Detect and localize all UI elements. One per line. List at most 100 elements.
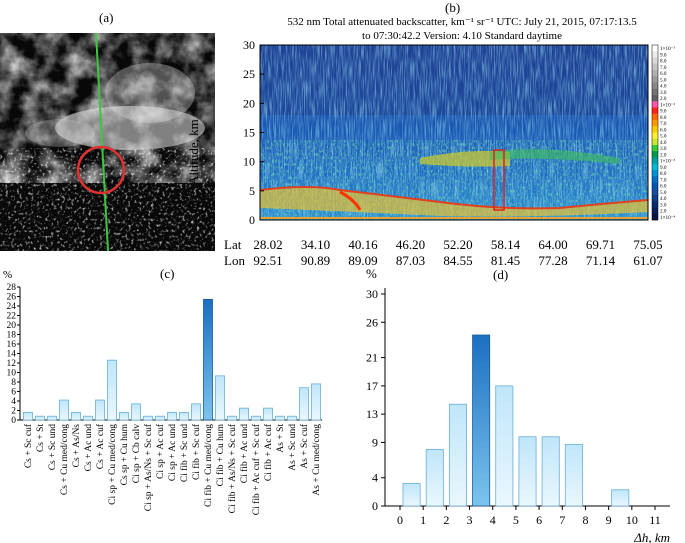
chart-c-y-tick-label: 0 bbox=[11, 416, 16, 426]
chart-c-category-label: Ci fib + Cu hum bbox=[215, 423, 226, 486]
colorbar-swatch bbox=[652, 113, 658, 121]
chart-c-bar bbox=[47, 415, 57, 421]
lon-value: 84.55 bbox=[443, 253, 473, 268]
chart-c-y-tick-label: 22 bbox=[7, 312, 17, 322]
colorbar-swatch bbox=[652, 151, 658, 158]
colorbar-swatch bbox=[652, 195, 658, 202]
chart-c-category-label: Cs + Ac und bbox=[84, 424, 94, 472]
lat-value: 58.14 bbox=[490, 237, 521, 252]
colorbar-swatch bbox=[652, 126, 658, 133]
lat-value: 69.71 bbox=[585, 237, 616, 252]
colorbar-label: 7.0 bbox=[660, 177, 667, 183]
chart-c-category-label: Ci fib + Cu med/cong bbox=[203, 424, 214, 507]
chart-c-y-tick-label: 8 bbox=[11, 378, 16, 388]
chart-c-category-label: Ci sp + Cu med/cong bbox=[108, 424, 118, 505]
chart-c-category-label: Ci sp + As/Ns + Sc cuf bbox=[143, 423, 154, 511]
colorbar-label: 7.0 bbox=[660, 65, 667, 71]
chart-d-y-tick-label: 9 bbox=[372, 435, 378, 449]
lidar-y-tick-label: 30 bbox=[243, 40, 255, 52]
chart-d-panel-label: (d) bbox=[493, 267, 508, 282]
chart-c-y-tick-label: 14 bbox=[7, 350, 17, 360]
chart-d-y-tick-label: 4 bbox=[372, 471, 378, 485]
chart-c-bar bbox=[287, 415, 297, 421]
colorbar-swatch bbox=[652, 107, 658, 115]
lon-value: 89.09 bbox=[348, 253, 378, 268]
chart-d-x-tick-label: 11 bbox=[649, 513, 661, 527]
colorbar-swatch bbox=[652, 70, 658, 77]
colorbar-label: 5.0 bbox=[660, 134, 667, 140]
colorbar-swatch bbox=[652, 207, 658, 215]
chart-c-bar bbox=[179, 411, 189, 421]
chart-c-category-label: As + Sc cuf bbox=[299, 423, 310, 469]
chart-c-y-tick-label: 10 bbox=[7, 369, 17, 379]
colorbar-swatch bbox=[652, 163, 658, 171]
chart-c-bar bbox=[119, 411, 129, 421]
chart-c-panel-label: (c) bbox=[160, 266, 174, 281]
chart-c-bar bbox=[191, 403, 201, 421]
colorbar-swatch bbox=[652, 176, 658, 183]
chart-d-x-tick-label: 8 bbox=[582, 513, 588, 527]
chart-c-y-tick-label: 28 bbox=[7, 283, 17, 293]
chart-c-bar bbox=[167, 411, 177, 421]
chart-d-bar bbox=[611, 489, 630, 507]
colorbar-swatch bbox=[652, 82, 658, 90]
chart-d-x-tick-label: 3 bbox=[467, 513, 473, 527]
lat-value: 40.16 bbox=[348, 237, 378, 252]
colorbar-label: 3.0 bbox=[660, 90, 667, 96]
lat-label: Lat bbox=[224, 237, 242, 252]
chart-c-y-tick-label: 12 bbox=[7, 359, 17, 369]
chart-c-bar bbox=[215, 375, 225, 421]
chart-c-category-label: Ci sp + Ac und bbox=[168, 424, 178, 481]
colorbar-label: 8.0 bbox=[660, 115, 667, 121]
chart-c-bar bbox=[83, 415, 93, 421]
colorbar-swatch bbox=[652, 145, 658, 152]
panel-b-label: (b) bbox=[445, 0, 461, 15]
colorbar-swatch bbox=[652, 51, 658, 58]
colorbar-swatch bbox=[652, 57, 658, 65]
lidar-highlight-box bbox=[493, 149, 505, 211]
chart-d-y-tick-label: 17 bbox=[366, 379, 378, 393]
chart-d-bar bbox=[518, 436, 537, 507]
colorbar-label: 3.0 bbox=[660, 146, 667, 152]
panel-a-label: (a) bbox=[99, 10, 114, 25]
satellite-track-line bbox=[95, 33, 109, 251]
height-difference-histogram: (d)% Δh, km 0 4 9 13 17 21 26 30 0 1 2 3 4 5 6 7 8 9 10 11 bbox=[366, 266, 670, 543]
chart-c-bar bbox=[59, 399, 69, 421]
chart-d-bar bbox=[402, 482, 421, 507]
chart-c-bar bbox=[203, 298, 213, 421]
chart-d-x-tick-label: 6 bbox=[536, 513, 542, 527]
chart-d-bar bbox=[425, 449, 444, 507]
colorbar-label: 9.0 bbox=[660, 109, 667, 115]
colorbar-label: 9.0 bbox=[660, 52, 667, 58]
chart-c-category-label: Ci fib + Ac cuf bbox=[263, 423, 274, 481]
colorbar-label: 1×10⁻³ bbox=[660, 159, 675, 165]
colorbar-swatch bbox=[652, 132, 658, 140]
chart-c-y-tick-label: 24 bbox=[7, 302, 17, 312]
chart-c-category-label: Ci sp + Cb calv bbox=[132, 424, 142, 483]
colorbar-label: 3.0 bbox=[660, 202, 667, 208]
chart-c-category-label: Ci fib + Sc und bbox=[179, 424, 190, 482]
chart-c-bar bbox=[239, 407, 249, 421]
chart-c-bar bbox=[95, 399, 105, 421]
chart-d-x-label: Δh, km bbox=[633, 530, 670, 543]
chart-d-x-tick-label: 7 bbox=[559, 513, 565, 527]
chart-d-bar bbox=[541, 436, 560, 507]
colorbar-swatch bbox=[652, 170, 658, 177]
colorbar-swatch bbox=[652, 201, 658, 208]
chart-c-bar bbox=[227, 415, 237, 421]
chart-c-bar bbox=[299, 387, 309, 421]
chart-d-x-tick-label: 10 bbox=[626, 513, 638, 527]
chart-c-category-label: Cs + Sc cuf bbox=[23, 423, 34, 468]
chart-c-y-tick-label: 2 bbox=[11, 407, 16, 417]
colorbar-swatch bbox=[652, 182, 658, 190]
chart-c-bar bbox=[107, 359, 117, 421]
colorbar-label: 8.0 bbox=[660, 59, 667, 65]
lon-value: 77.28 bbox=[538, 253, 568, 268]
chart-c-bar bbox=[263, 407, 273, 421]
lon-value: 87.03 bbox=[395, 253, 426, 268]
chart-d-y-label: % bbox=[366, 266, 377, 281]
chart-d-x-tick-label: 5 bbox=[513, 513, 519, 527]
lat-value: 28.02 bbox=[253, 237, 283, 252]
colorbar-label: 5.0 bbox=[660, 77, 667, 83]
